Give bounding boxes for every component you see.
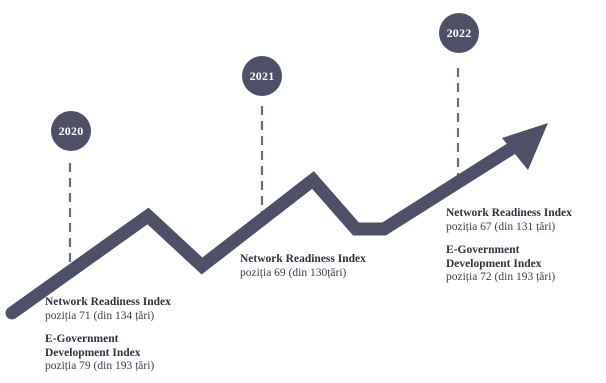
labels-2022: Network Readiness Index poziția 67 (din … xyxy=(446,207,572,285)
nri-2020-value: poziția 71 (din 134 țări) xyxy=(45,309,155,322)
nri-2020-title: Network Readiness Index xyxy=(45,296,171,308)
nri-2021-title: Network Readiness Index xyxy=(240,253,366,265)
egdi-2020-value: poziția 79 (din 193 țări) xyxy=(45,360,155,373)
growth-arrow-line xyxy=(5,133,532,320)
egdi-2022-title-line1: E-Government xyxy=(446,244,520,257)
year-badge-2020: 2020 xyxy=(51,111,91,151)
nri-2022-title: Network Readiness Index xyxy=(446,207,572,219)
egdi-2022-title-line2: Development Index xyxy=(446,257,542,270)
year-badge-2021: 2021 xyxy=(242,56,282,96)
year-badge-2022: 2022 xyxy=(439,13,479,53)
egdi-2022-value: poziția 72 (din 193 țări) xyxy=(446,271,556,284)
labels-2020: Network Readiness Index poziția 71 (din … xyxy=(45,296,171,374)
nri-2021-value: poziția 69 (din 130țări) xyxy=(240,266,347,279)
nri-2022-value: poziția 67 (din 131 țări) xyxy=(446,220,556,233)
labels-2021: Network Readiness Index poziția 69 (din … xyxy=(240,253,366,280)
egdi-2020-title-line2: Development Index xyxy=(45,346,141,359)
growth-arrow-head xyxy=(502,123,548,170)
egdi-2020-title-line1: E-Government xyxy=(45,333,119,346)
